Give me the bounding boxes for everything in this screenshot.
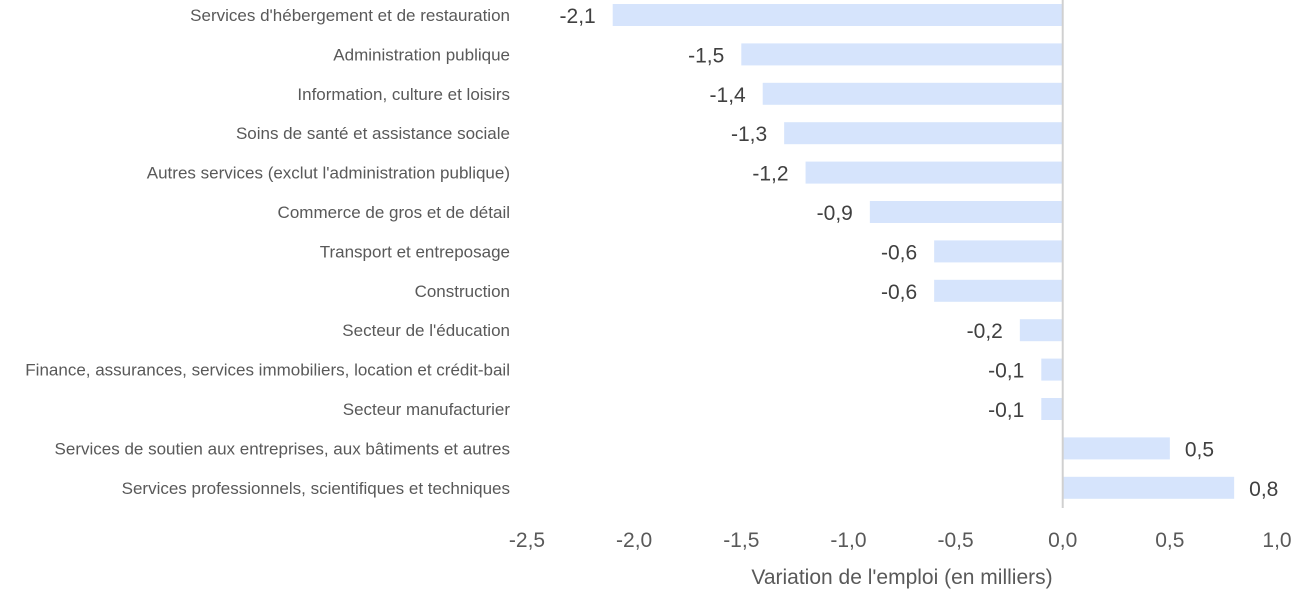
bars-group: [612, 4, 1235, 499]
value-label: 0,8: [1249, 478, 1278, 501]
category-label: Soins de santé et assistance sociale: [236, 124, 510, 143]
category-label: Information, culture et loisirs: [297, 85, 510, 104]
x-tick-label: -2,0: [616, 529, 652, 552]
value-label: -1,2: [752, 163, 788, 186]
x-tick-label: 1,0: [1262, 529, 1291, 552]
category-label: Autres services (exclut l'administration…: [147, 164, 510, 183]
value-label: 0,5: [1185, 438, 1214, 461]
x-tick-label: -1,0: [830, 529, 866, 552]
category-label: Services d'hébergement et de restauratio…: [190, 6, 510, 25]
category-label: Services professionnels, scientifiques e…: [122, 479, 510, 498]
value-label: -2,1: [560, 5, 596, 28]
bar: [1041, 398, 1063, 420]
value-label: -0,2: [967, 320, 1003, 343]
category-label: Secteur manufacturier: [343, 400, 511, 419]
value-label: -0,1: [988, 360, 1024, 383]
x-tick-label: 0,5: [1155, 529, 1184, 552]
bar: [762, 82, 1063, 105]
x-tick-label: 0,0: [1048, 529, 1077, 552]
value-label: -1,5: [688, 44, 724, 67]
category-labels: Services d'hébergement et de restauratio…: [25, 6, 510, 498]
value-label: -1,4: [710, 84, 747, 107]
x-axis-ticks: -2,5 -2,0 -1,5 -1,0 -0,5 0,0 0,5 1,0: [509, 529, 1292, 552]
value-labels: -2,1 -1,5 -1,4 -1,3 -1,2 -0,9 -0,6 -0,6 -0,2 -0,1…: [560, 5, 1279, 501]
bar: [612, 4, 1063, 26]
bar: [1019, 319, 1063, 342]
value-label: -0,6: [881, 281, 917, 304]
bar: [1062, 437, 1170, 460]
value-label: -0,1: [988, 399, 1024, 422]
bar: [1062, 476, 1235, 499]
bar: [784, 122, 1063, 145]
category-label: Administration publique: [333, 45, 510, 64]
x-tick-label: -0,5: [937, 529, 973, 552]
x-tick-label: -1,5: [723, 529, 759, 552]
category-label: Construction: [415, 282, 510, 301]
x-tick-label: -2,5: [509, 529, 545, 552]
value-label: -0,9: [817, 202, 853, 225]
category-label: Services de soutien aux entreprises, aux…: [55, 439, 510, 458]
bar: [741, 43, 1063, 66]
category-label: Secteur de l'éducation: [342, 321, 510, 340]
category-label: Finance, assurances, services immobilier…: [25, 361, 510, 380]
bar: [869, 201, 1063, 223]
bar: [1041, 358, 1063, 381]
category-label: Transport et entreposage: [320, 242, 510, 261]
bar: [934, 240, 1063, 263]
value-label: -0,6: [881, 241, 917, 264]
bar: [934, 279, 1063, 302]
x-axis-title: Variation de l'emploi (en milliers): [751, 566, 1052, 589]
value-label: -1,3: [731, 123, 767, 146]
category-label: Commerce de gros et de détail: [278, 203, 510, 222]
bar: [805, 161, 1063, 184]
